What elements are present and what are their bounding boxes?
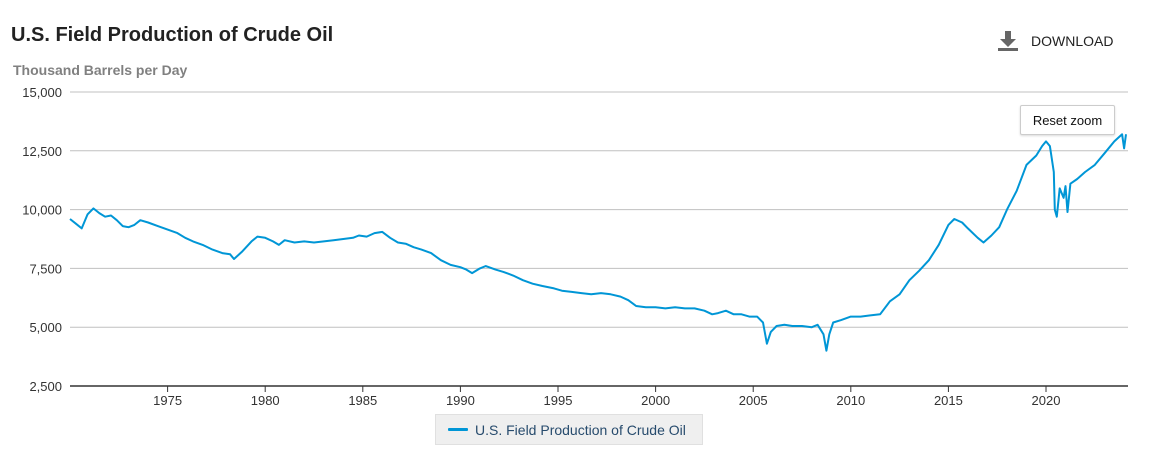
y-tick-label: 12,500 bbox=[22, 144, 62, 159]
reset-zoom-button[interactable]: Reset zoom bbox=[1020, 105, 1115, 135]
x-axis: 1975 1980 1985 1990 1995 2000 2005 2010 2015 2020 bbox=[70, 385, 1128, 408]
series-line[interactable] bbox=[69, 133, 1127, 352]
download-button[interactable]: DOWNLOAD bbox=[997, 30, 1113, 52]
y-axis: 15,000 12,500 10,000 7,500 5,000 2,500 bbox=[22, 85, 62, 394]
y-tick-label: 10,000 bbox=[22, 203, 62, 218]
x-tick-label: 1985 bbox=[348, 393, 377, 408]
y-tick-label: 7,500 bbox=[29, 261, 62, 276]
download-label: DOWNLOAD bbox=[1031, 33, 1114, 49]
x-tick-label: 1975 bbox=[153, 393, 182, 408]
legend-label: U.S. Field Production of Crude Oil bbox=[475, 421, 686, 438]
y-tick-label: 2,500 bbox=[29, 379, 62, 394]
x-tick-label: 2010 bbox=[836, 393, 865, 408]
x-tick-label: 1990 bbox=[446, 393, 475, 408]
y-tick-label: 5,000 bbox=[29, 320, 62, 335]
x-tick-label: 2020 bbox=[1032, 393, 1061, 408]
legend-swatch bbox=[448, 428, 468, 431]
x-tick-label: 2000 bbox=[641, 393, 670, 408]
x-tick-label: 2015 bbox=[934, 393, 963, 408]
legend-item[interactable]: U.S. Field Production of Crude Oil bbox=[435, 414, 703, 445]
y-tick-label: 15,000 bbox=[22, 85, 62, 100]
x-tick-label: 2005 bbox=[739, 393, 768, 408]
series-group[interactable] bbox=[69, 133, 1127, 352]
x-tick-label: 1980 bbox=[251, 393, 280, 408]
chart-title: U.S. Field Production of Crude Oil bbox=[11, 24, 334, 46]
download-icon bbox=[998, 31, 1018, 51]
grid-lines bbox=[70, 91, 1128, 328]
x-tick-label: 1995 bbox=[544, 393, 573, 408]
y-axis-unit-label: Thousand Barrels per Day bbox=[13, 62, 188, 78]
